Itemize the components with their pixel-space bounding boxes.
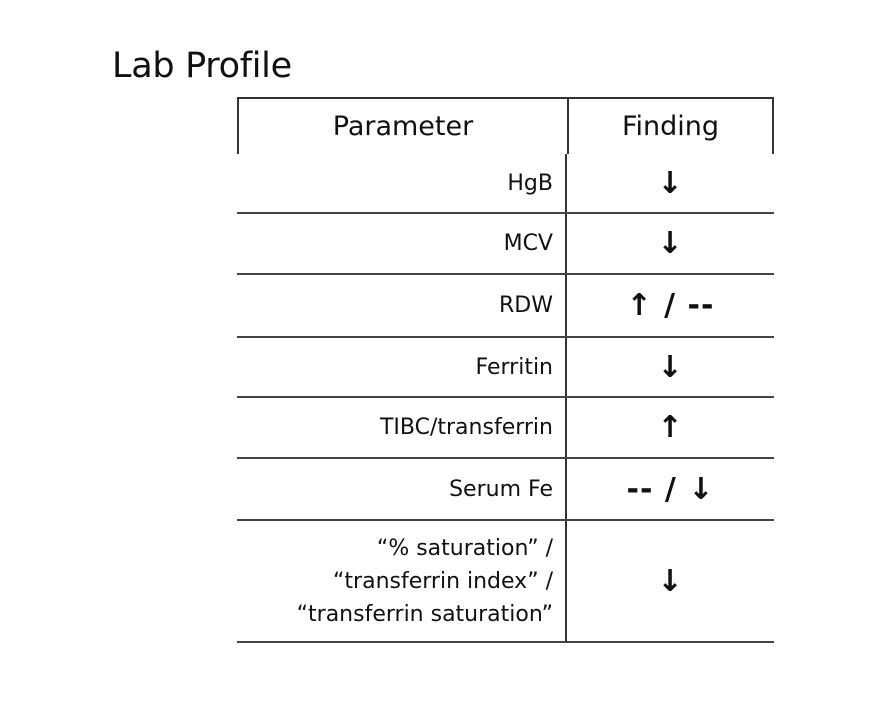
header-finding: Finding [621,111,720,142]
finding-cell: ↑ [657,410,684,445]
header-parameter: Parameter [239,99,569,154]
page-title: Lab Profile [112,46,292,86]
parameter-cell: Ferritin [237,338,567,396]
parameter-cell: Serum Fe [237,459,567,519]
table-row: RDW ↑ / -- [237,275,774,338]
table-row: MCV ↓ [237,214,774,275]
parameter-line: “transferrin index” / [333,568,553,594]
table-row: Serum Fe -- / ↓ [237,459,774,521]
parameter-cell: MCV [237,214,567,273]
finding-cell: -- / ↓ [626,471,715,507]
table-row: “% saturation” / “transferrin index” / “… [237,521,774,643]
parameter-line: “transferrin saturation” [296,601,553,627]
parameter-line: “% saturation” / [376,535,553,561]
finding-cell: ↑ / -- [626,288,715,323]
table-row: TIBC/transferrin ↑ [237,398,774,459]
parameter-cell: RDW [237,275,567,336]
finding-cell: ↓ [657,165,684,201]
finding-cell: ↓ [657,563,684,599]
parameter-cell: TIBC/transferrin [237,398,567,457]
lab-profile-table: Parameter Finding HgB ↓ MCV ↓ RDW ↑ / --… [237,97,774,643]
table-header-row: Parameter Finding [237,97,774,154]
table-row: Ferritin ↓ [237,338,774,398]
finding-cell: ↓ [657,349,684,385]
parameter-cell: “% saturation” / “transferrin index” / “… [237,521,567,641]
finding-cell: ↓ [657,226,684,261]
table-row: HgB ↓ [237,154,774,214]
parameter-cell: HgB [237,154,567,212]
